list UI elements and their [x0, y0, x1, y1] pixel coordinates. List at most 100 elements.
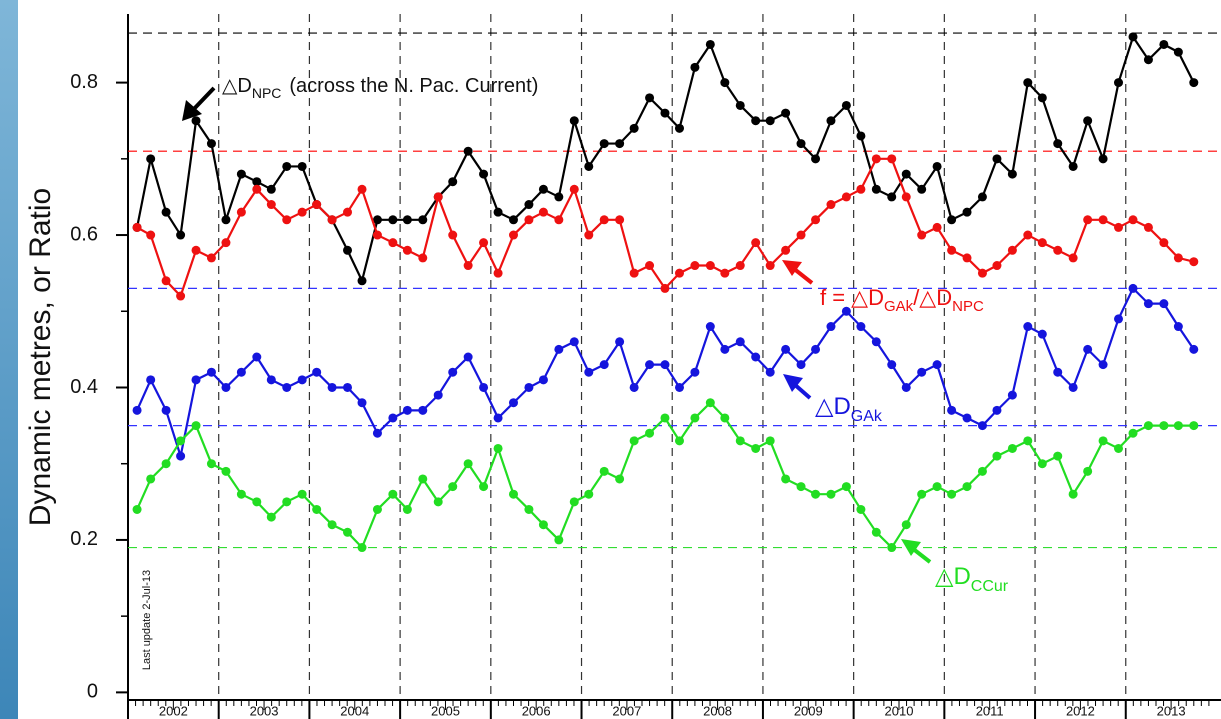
data-point	[947, 406, 956, 415]
data-point	[237, 368, 246, 377]
data-point	[1099, 154, 1108, 163]
data-point	[221, 215, 230, 224]
data-point	[524, 215, 533, 224]
data-point	[524, 505, 533, 514]
data-point	[570, 497, 579, 506]
data-point	[1069, 162, 1078, 171]
data-point	[539, 185, 548, 194]
data-point	[781, 246, 790, 255]
data-point	[176, 452, 185, 461]
data-point	[917, 231, 926, 240]
data-point	[1174, 421, 1183, 430]
data-point	[509, 490, 518, 499]
data-point	[328, 520, 337, 529]
data-point	[720, 345, 729, 354]
data-point	[207, 368, 216, 377]
data-point	[221, 238, 230, 247]
data-point	[418, 474, 427, 483]
data-point	[736, 261, 745, 270]
data-point	[403, 215, 412, 224]
data-point	[842, 101, 851, 110]
data-point	[660, 109, 669, 118]
data-point	[464, 261, 473, 270]
data-point	[1099, 436, 1108, 445]
data-point	[675, 124, 684, 133]
data-point	[797, 139, 806, 148]
data-point	[418, 253, 427, 262]
data-point	[570, 185, 579, 194]
data-point	[963, 413, 972, 422]
data-point	[645, 360, 654, 369]
data-point	[963, 482, 972, 491]
data-point	[1159, 299, 1168, 308]
data-point	[660, 360, 669, 369]
data-point	[252, 497, 261, 506]
data-point	[1129, 284, 1138, 293]
data-point	[373, 231, 382, 240]
data-point	[992, 406, 1001, 415]
data-point	[720, 269, 729, 278]
data-point	[1174, 48, 1183, 57]
data-point	[1114, 314, 1123, 323]
data-point	[192, 375, 201, 384]
data-point	[509, 231, 518, 240]
data-point	[630, 269, 639, 278]
data-point	[706, 398, 715, 407]
data-point	[448, 177, 457, 186]
data-point	[509, 215, 518, 224]
data-point	[766, 261, 775, 270]
data-point	[1189, 78, 1198, 87]
data-point	[751, 116, 760, 125]
data-point	[1129, 215, 1138, 224]
page: Dynamic metres, or Ratio Last update 2-J…	[0, 0, 1221, 719]
data-point	[358, 276, 367, 285]
data-point	[1038, 459, 1047, 468]
data-point	[660, 284, 669, 293]
data-point	[176, 436, 185, 445]
data-point	[343, 208, 352, 217]
data-point	[1083, 116, 1092, 125]
data-point	[1083, 467, 1092, 476]
data-point	[1189, 257, 1198, 266]
data-point	[1069, 383, 1078, 392]
data-point	[494, 269, 503, 278]
data-point	[797, 231, 806, 240]
data-point	[781, 474, 790, 483]
data-point	[298, 375, 307, 384]
data-point	[584, 162, 593, 171]
data-point	[162, 276, 171, 285]
data-point	[237, 170, 246, 179]
data-point	[736, 337, 745, 346]
data-point	[479, 170, 488, 179]
data-point	[146, 154, 155, 163]
data-point	[630, 383, 639, 392]
data-point	[751, 353, 760, 362]
data-point	[434, 391, 443, 400]
y-tick-label: 0	[87, 681, 98, 703]
data-point	[706, 322, 715, 331]
data-point	[237, 490, 246, 499]
data-point	[736, 436, 745, 445]
data-point	[554, 192, 563, 201]
data-point	[403, 246, 412, 255]
data-point	[1069, 490, 1078, 499]
data-point	[781, 345, 790, 354]
data-point	[645, 261, 654, 270]
data-point	[176, 292, 185, 301]
data-point	[766, 368, 775, 377]
data-point	[902, 383, 911, 392]
data-point	[448, 231, 457, 240]
data-point	[690, 261, 699, 270]
data-point	[615, 215, 624, 224]
data-point	[312, 368, 321, 377]
chart: Dynamic metres, or Ratio Last update 2-J…	[0, 0, 1221, 719]
data-point	[978, 421, 987, 430]
data-point	[1174, 322, 1183, 331]
data-point	[1189, 421, 1198, 430]
data-point	[856, 322, 865, 331]
x-tick-label: 2010	[885, 703, 914, 718]
data-point	[479, 383, 488, 392]
data-point	[133, 505, 142, 514]
data-point	[856, 131, 865, 140]
data-point	[736, 101, 745, 110]
